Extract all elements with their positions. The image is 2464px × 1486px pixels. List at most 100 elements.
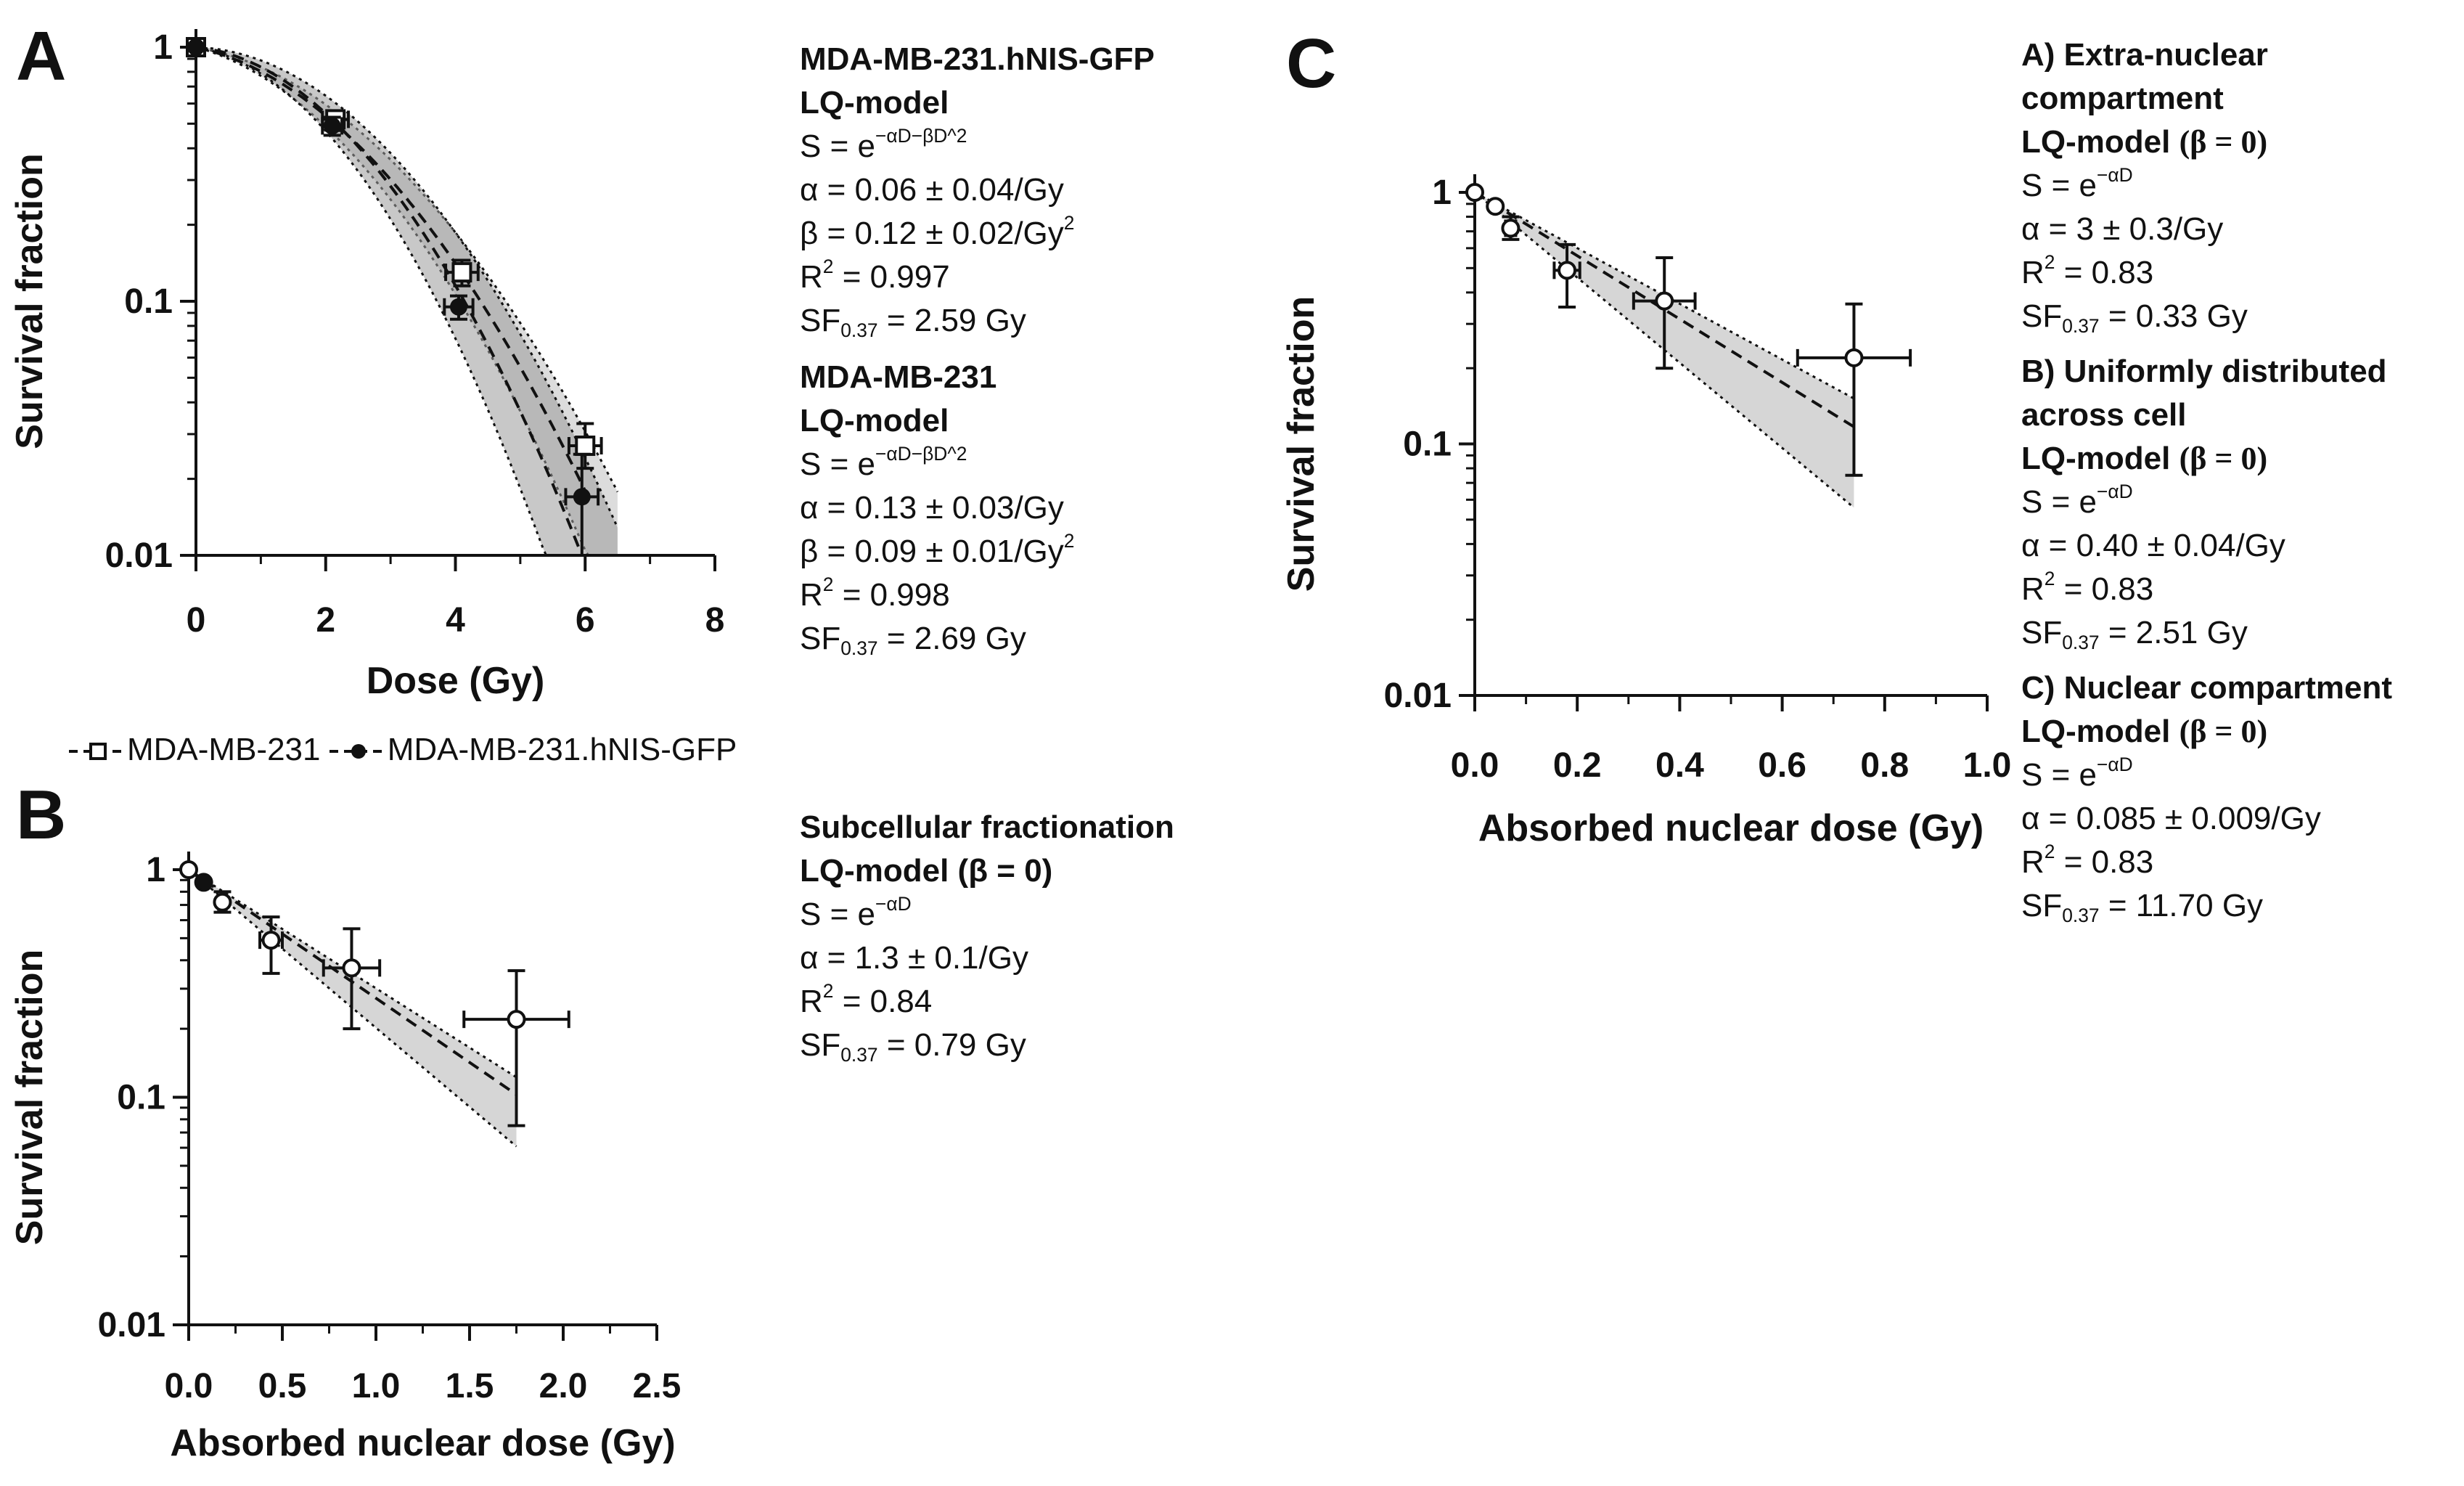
annotation-c-a-alpha: α = 3 ± 0.3/Gy	[2021, 211, 2224, 247]
data-point-b	[213, 892, 232, 912]
annotation-a-title1: MDA-MB-231.hNIS-GFP	[800, 41, 1155, 77]
annotation-c-c-r2: R2 = 0.83	[2021, 841, 2154, 880]
data-point-hnis-gfp	[449, 298, 467, 316]
annotation-a-eq1: S = e−αD−βD^2	[800, 125, 967, 164]
x-tick-label-a: 8	[705, 601, 725, 640]
data-point-hnis-gfp	[187, 38, 205, 56]
annotation-c-a-eq: S = e−αD	[2021, 164, 2133, 203]
annotation-a-sf1: SF0.37 = 2.59 Gy	[800, 303, 1026, 341]
panel-letter-c: C	[1286, 25, 1337, 102]
annotation-c-a-title1: A) Extra-nuclear	[2021, 37, 2268, 73]
annotation-c-b-title2: across cell	[2021, 397, 2187, 433]
data-point-b	[179, 860, 198, 879]
annotation-c-b-title1: B) Uniformly distributed	[2021, 354, 2387, 389]
y-tick-label-b: 1	[146, 851, 165, 889]
annotation-c-c-title1: C) Nuclear compartment	[2021, 670, 2393, 706]
data-point-c	[1655, 291, 1674, 311]
annotation-c-b-r2: R2 = 0.83	[2021, 568, 2154, 607]
x-tick-label-b: 2.5	[633, 1367, 682, 1405]
data-point-hnis-gfp	[573, 488, 591, 506]
y-tick-label-a: 0.1	[124, 282, 173, 321]
x-tick-label-b: 1.5	[446, 1367, 494, 1405]
annotation-a-alpha2: α = 0.13 ± 0.03/Gy	[800, 490, 1064, 526]
data-point-b	[194, 873, 213, 892]
x-tick-label-b: 0.5	[258, 1367, 307, 1405]
data-point-b	[507, 1010, 526, 1029]
x-tick-label-a: 4	[446, 601, 465, 640]
annotation-c-b-model: LQ-model (β = 0)	[2021, 441, 2268, 476]
data-point-c	[1465, 183, 1484, 202]
y-tick-label-a: 0.01	[105, 536, 173, 575]
ci-lower-line-b	[188, 868, 517, 1148]
annotation-b-title: Subcellular fractionation	[800, 809, 1174, 845]
annotation-a-alpha1: α = 0.06 ± 0.04/Gy	[800, 172, 1064, 208]
ci-lower-line-c	[1474, 191, 1855, 509]
x-tick-label-a: 6	[576, 601, 595, 640]
data-point-c	[1501, 219, 1520, 238]
annotation-c-c-eq: S = e−αD	[2021, 754, 2133, 793]
x-axis-title-b: Absorbed nuclear dose (Gy)	[170, 1422, 675, 1464]
annotation-b-r2: R2 = 0.84	[800, 980, 933, 1019]
data-point-c	[1486, 197, 1505, 216]
legend-label-mda-mb-231-hnis-gfp: MDA-MB-231.hNIS-GFP	[387, 732, 737, 767]
annotation-c-a-model: LQ-model (β = 0)	[2021, 124, 2268, 160]
x-axis-title-c: Absorbed nuclear dose (Gy)	[1478, 807, 1984, 849]
annotation-b: Subcellular fractionation LQ-model (β = …	[800, 806, 1174, 1067]
annotation-a-r2-1: R2 = 0.997	[800, 256, 950, 295]
x-tick-label-c: 1.0	[1963, 746, 2012, 785]
annotation-c-c-alpha: α = 0.085 ± 0.009/Gy	[2021, 801, 2321, 836]
x-tick-label-c: 0.8	[1860, 746, 1909, 785]
legend-label-mda-mb-231: MDA-MB-231	[127, 732, 321, 767]
x-tick-label-a: 0	[187, 601, 206, 640]
annotation-c: A) Extra-nuclear compartment LQ-model (β…	[2021, 33, 2392, 928]
y-tick-label-a: 1	[153, 28, 173, 67]
annotation-a-beta2: β = 0.09 ± 0.01/Gy2	[800, 530, 1075, 569]
chart-a-legend: MDA-MB-231 MDA-MB-231.hNIS-GFP	[69, 732, 737, 768]
confidence-band-hnis-gfp	[196, 47, 618, 555]
annotation-b-eq: S = e−αD	[800, 893, 912, 932]
legend-circle-marker-icon	[329, 744, 388, 759]
data-point-mda-mb-231	[575, 436, 596, 457]
y-tick-label-c: 0.01	[1384, 677, 1452, 715]
annotation-a-sf2: SF0.37 = 2.69 Gy	[800, 621, 1026, 659]
annotation-c-a-title2: compartment	[2021, 81, 2224, 116]
annotation-a-model2: LQ-model	[800, 403, 949, 438]
annotation-a-r2-2: R2 = 0.998	[800, 573, 950, 613]
x-tick-label-a: 2	[316, 601, 335, 640]
x-tick-label-c: 0.6	[1758, 746, 1806, 785]
annotation-c-a-sf: SF0.37 = 0.33 Gy	[2021, 298, 2248, 337]
annotation-c-b-alpha: α = 0.40 ± 0.04/Gy	[2021, 528, 2285, 563]
annotation-a-model1: LQ-model	[800, 85, 949, 121]
panel-letter-a: A	[16, 17, 67, 95]
annotation-c-c-sf: SF0.37 = 11.70 Gy	[2021, 888, 2264, 926]
legend-square-marker-icon	[69, 743, 127, 761]
x-tick-label-c: 0.4	[1655, 746, 1704, 785]
annotation-b-model: LQ-model (β = 0)	[800, 853, 1053, 889]
data-point-b	[342, 958, 361, 978]
x-tick-label-c: 0.2	[1553, 746, 1602, 785]
panel-letter-b: B	[16, 776, 67, 854]
y-tick-label-c: 0.1	[1403, 425, 1452, 464]
data-point-b	[261, 931, 281, 950]
data-point-c	[1558, 261, 1577, 280]
annotation-a-beta1: β = 0.12 ± 0.02/Gy2	[800, 212, 1075, 251]
annotation-a-title2: MDA-MB-231	[800, 359, 997, 395]
x-tick-label-b: 0.0	[165, 1367, 213, 1405]
y-axis-title-a: Survival fraction	[9, 153, 51, 449]
y-axis-title-c: Survival fraction	[1280, 296, 1322, 592]
data-point-c	[1844, 348, 1864, 367]
annotation-b-sf: SF0.37 = 0.79 Gy	[800, 1027, 1026, 1066]
annotation-c-a-r2: R2 = 0.83	[2021, 251, 2154, 290]
y-tick-label-b: 0.01	[98, 1306, 165, 1344]
data-point-mda-mb-231	[451, 262, 472, 283]
annotation-c-b-sf: SF0.37 = 2.51 Gy	[2021, 615, 2248, 653]
annotation-c-c-model: LQ-model (β = 0)	[2021, 714, 2268, 749]
y-tick-label-c: 1	[1432, 173, 1452, 212]
annotation-b-alpha: α = 1.3 ± 0.1/Gy	[800, 940, 1028, 976]
fit-line-hnis-gfp	[195, 46, 581, 548]
x-tick-label-c: 0.0	[1451, 746, 1499, 785]
y-axis-title-b: Survival fraction	[9, 950, 51, 1245]
